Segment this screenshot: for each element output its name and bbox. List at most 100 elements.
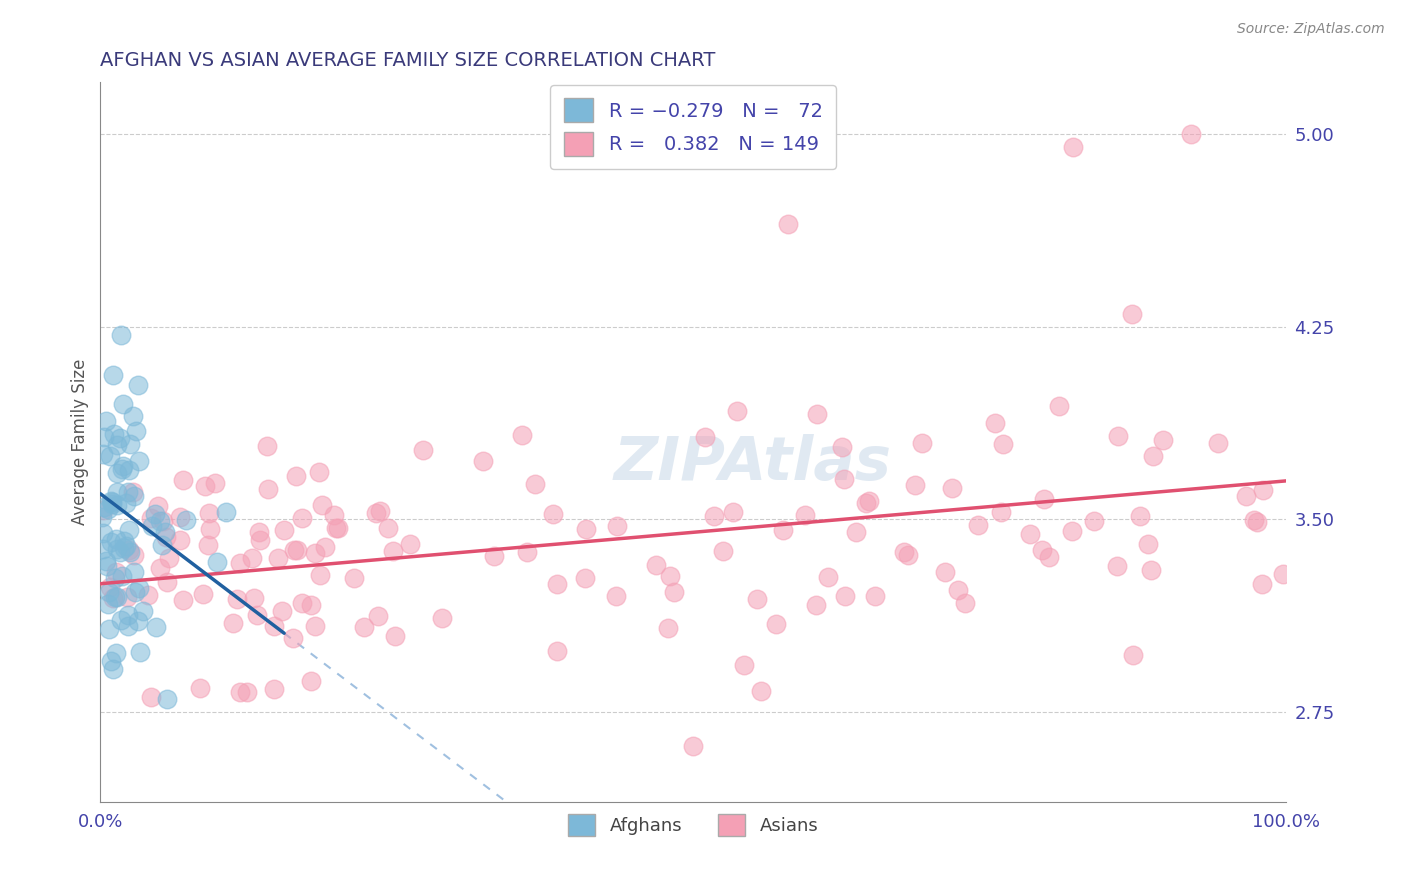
Point — [124, 548, 146, 562]
Point — [240, 551, 263, 566]
Point — [110, 613, 132, 627]
Point — [118, 543, 141, 558]
Point — [308, 567, 330, 582]
Point — [662, 585, 685, 599]
Point — [108, 545, 131, 559]
Point — [765, 616, 787, 631]
Point — [911, 436, 934, 450]
Point — [256, 482, 278, 496]
Point — [896, 549, 918, 563]
Point — [103, 426, 125, 441]
Point — [1047, 399, 1070, 413]
Text: Source: ZipAtlas.com: Source: ZipAtlas.com — [1237, 22, 1385, 37]
Point — [100, 654, 122, 668]
Point — [104, 571, 127, 585]
Point — [256, 438, 278, 452]
Point — [152, 514, 174, 528]
Point — [990, 505, 1012, 519]
Point — [118, 437, 141, 451]
Point — [291, 596, 314, 610]
Point — [122, 565, 145, 579]
Point — [101, 496, 124, 510]
Point — [93, 429, 115, 443]
Point — [110, 462, 132, 476]
Point — [263, 618, 285, 632]
Point — [105, 466, 128, 480]
Point — [139, 690, 162, 705]
Point — [574, 522, 596, 536]
Point — [139, 511, 162, 525]
Point — [149, 561, 172, 575]
Point — [111, 569, 134, 583]
Point — [727, 404, 749, 418]
Point — [115, 539, 138, 553]
Point — [834, 590, 856, 604]
Point — [1251, 483, 1274, 497]
Point — [863, 589, 886, 603]
Point — [1105, 558, 1128, 573]
Point — [412, 443, 434, 458]
Point — [304, 546, 326, 560]
Point — [156, 575, 179, 590]
Point — [1206, 436, 1229, 450]
Point — [308, 465, 330, 479]
Point — [1062, 139, 1084, 153]
Point — [118, 463, 141, 477]
Point — [605, 589, 627, 603]
Point — [281, 631, 304, 645]
Point — [249, 533, 271, 547]
Point — [967, 518, 990, 533]
Point — [127, 615, 149, 629]
Point — [91, 447, 114, 461]
Point — [91, 542, 114, 557]
Point — [117, 608, 139, 623]
Point — [91, 510, 114, 524]
Point — [200, 522, 222, 536]
Point — [155, 530, 177, 544]
Point — [100, 494, 122, 508]
Y-axis label: Average Family Size: Average Family Size — [72, 359, 89, 525]
Point — [93, 500, 115, 514]
Point — [364, 506, 387, 520]
Point — [1234, 489, 1257, 503]
Point — [149, 514, 172, 528]
Point — [120, 545, 142, 559]
Point — [229, 685, 252, 699]
Point — [711, 544, 734, 558]
Point — [141, 519, 163, 533]
Point — [150, 538, 173, 552]
Point — [934, 565, 956, 579]
Point — [246, 607, 269, 622]
Point — [693, 430, 716, 444]
Point — [111, 397, 134, 411]
Point — [111, 458, 134, 473]
Point — [188, 681, 211, 695]
Text: AFGHAN VS ASIAN AVERAGE FAMILY SIZE CORRELATION CHART: AFGHAN VS ASIAN AVERAGE FAMILY SIZE CORR… — [100, 51, 716, 70]
Point — [1139, 563, 1161, 577]
Point — [510, 428, 533, 442]
Point — [1136, 536, 1159, 550]
Point — [105, 646, 128, 660]
Point — [658, 568, 681, 582]
Point — [941, 481, 963, 495]
Point — [194, 479, 217, 493]
Point — [472, 453, 495, 467]
Point — [806, 407, 828, 421]
Point — [1122, 648, 1144, 662]
Point — [817, 570, 839, 584]
Point — [100, 495, 122, 509]
Point — [606, 519, 628, 533]
Point — [145, 620, 167, 634]
Point — [242, 591, 264, 605]
Point — [221, 616, 243, 631]
Point — [733, 658, 755, 673]
Point — [546, 643, 568, 657]
Point — [657, 622, 679, 636]
Point — [285, 469, 308, 483]
Point — [117, 484, 139, 499]
Point — [747, 592, 769, 607]
Point — [97, 585, 120, 599]
Point — [301, 598, 323, 612]
Point — [91, 525, 114, 540]
Point — [1038, 550, 1060, 565]
